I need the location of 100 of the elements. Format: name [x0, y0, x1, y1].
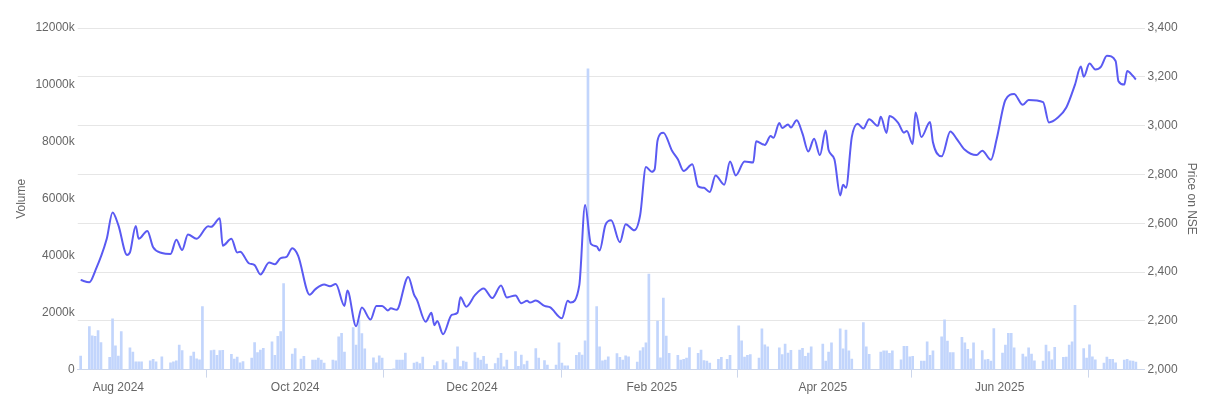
- bar: [575, 355, 578, 370]
- bar: [627, 356, 630, 370]
- bar: [534, 348, 538, 370]
- bar: [688, 347, 691, 370]
- bar: [192, 351, 196, 370]
- bar: [980, 350, 984, 370]
- bar: [862, 322, 865, 370]
- bar: [464, 361, 468, 370]
- bar: [656, 320, 659, 370]
- bar: [435, 361, 439, 370]
- bar: [340, 333, 343, 370]
- bar: [519, 354, 523, 370]
- bar: [482, 356, 485, 370]
- x-tick-label: Feb 2025: [626, 380, 678, 395]
- bar: [514, 351, 517, 370]
- bar: [606, 356, 610, 370]
- y2-axis-title: Price on NSE: [1185, 162, 1200, 235]
- bar: [951, 352, 955, 370]
- bar: [319, 359, 323, 370]
- bar: [311, 359, 314, 370]
- bar: [282, 283, 285, 370]
- x-tick-label: Dec 2024: [446, 380, 499, 395]
- bar: [230, 354, 233, 370]
- bar: [717, 359, 720, 370]
- x-tick-label: Aug 2024: [92, 380, 145, 395]
- bar: [395, 359, 398, 370]
- bar: [943, 319, 946, 370]
- bar: [720, 357, 723, 370]
- x-tick-label: Oct 2024: [270, 380, 320, 395]
- bar: [543, 360, 546, 370]
- bar: [201, 306, 204, 370]
- y2-tick-label: 3,200: [1147, 69, 1178, 84]
- bar: [119, 331, 123, 370]
- bar: [777, 347, 781, 370]
- bar: [662, 297, 665, 370]
- x-tick-label: Jun 2025: [974, 380, 1025, 395]
- bar: [79, 355, 82, 370]
- y-tick-label: 10000k: [35, 77, 76, 92]
- bar: [911, 356, 914, 370]
- y-tick-label: 8000k: [42, 134, 76, 149]
- bar: [546, 364, 549, 370]
- bar: [1021, 353, 1025, 370]
- y-tick-label: 0: [68, 361, 76, 376]
- bar: [992, 328, 996, 370]
- bar: [111, 318, 114, 370]
- bar: [798, 349, 801, 370]
- y2-tick-label: 2,600: [1147, 215, 1178, 230]
- bar: [456, 346, 459, 370]
- bar: [891, 350, 894, 370]
- bar: [879, 351, 883, 370]
- bar: [221, 349, 225, 370]
- bar: [1111, 359, 1115, 370]
- bar: [748, 354, 752, 370]
- y-tick-label: 12000k: [35, 20, 76, 35]
- x-tick-label: Apr 2025: [798, 380, 848, 395]
- bar: [253, 342, 256, 370]
- bar: [1053, 346, 1057, 370]
- y-tick-label: 4000k: [42, 248, 76, 263]
- bar: [505, 359, 509, 370]
- bar: [1082, 348, 1086, 370]
- bar: [189, 355, 193, 370]
- bar: [1006, 333, 1010, 370]
- bar: [838, 328, 842, 370]
- bar: [920, 360, 923, 370]
- bar: [821, 343, 825, 370]
- y2-tick-label: 2,800: [1147, 166, 1178, 181]
- bar: [372, 357, 375, 370]
- bar: [737, 325, 741, 370]
- bar: [1062, 357, 1065, 370]
- y2-tick-label: 3,400: [1147, 20, 1178, 35]
- bar: [1114, 362, 1117, 370]
- bar: [421, 356, 425, 370]
- bar: [462, 360, 465, 370]
- bar: [1027, 347, 1030, 370]
- bar: [801, 347, 804, 370]
- y-tick-label: 6000k: [42, 191, 76, 206]
- bar: [766, 346, 770, 370]
- y2-tick-label: 3,000: [1147, 117, 1178, 132]
- y2-tick-label: 2,000: [1147, 361, 1178, 376]
- bar: [169, 362, 172, 370]
- bar: [88, 326, 91, 370]
- bar: [261, 347, 265, 370]
- y-axis-title: Volume: [13, 178, 28, 219]
- bar: [830, 342, 833, 370]
- bar: [177, 344, 181, 370]
- y2-tick-label: 2,200: [1147, 313, 1178, 328]
- bar: [140, 361, 143, 370]
- bar: [293, 348, 297, 370]
- bar: [404, 352, 407, 370]
- bar: [235, 356, 239, 370]
- y-tick-label: 2000k: [42, 304, 76, 319]
- y2-tick-label: 2,400: [1147, 264, 1178, 279]
- bar: [595, 306, 599, 370]
- line-series: [79, 54, 1137, 336]
- bar: [1093, 359, 1097, 370]
- bar: [322, 362, 326, 370]
- bar: [433, 365, 436, 370]
- bar: [566, 365, 570, 370]
- bar: [972, 342, 975, 370]
- bar: [809, 346, 813, 370]
